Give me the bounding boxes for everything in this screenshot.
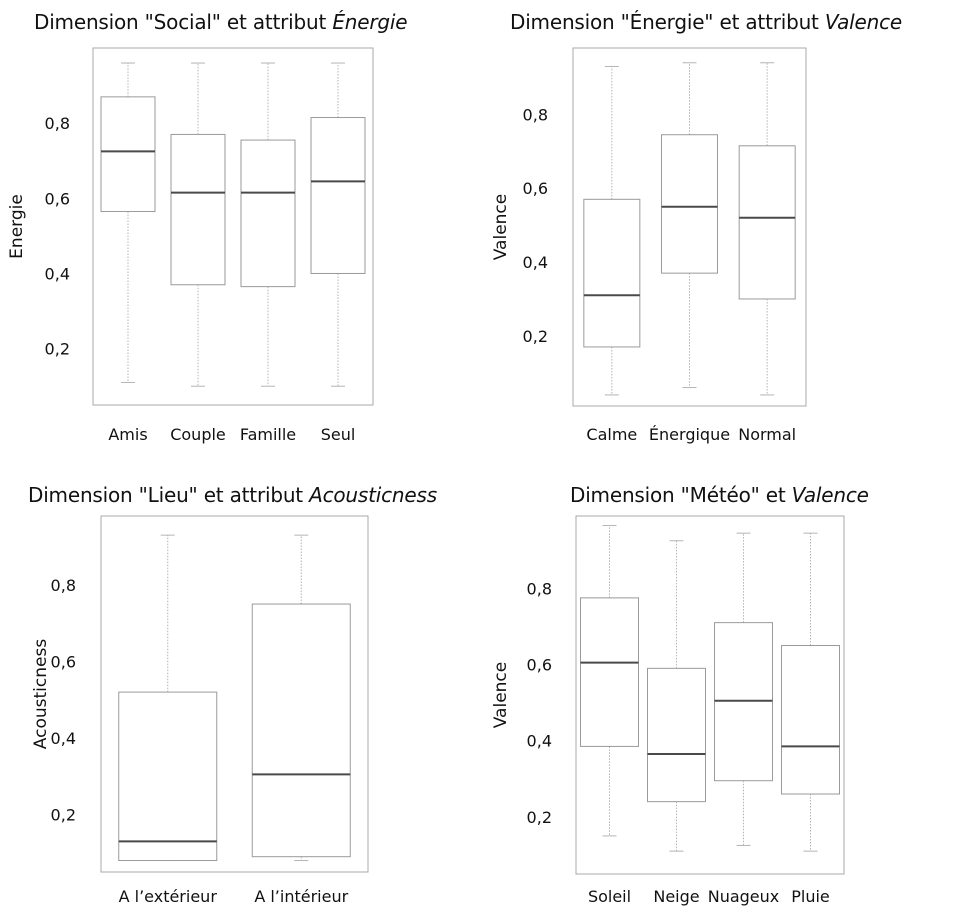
- chart-title-text: Dimension "Énergie" et attribut: [510, 10, 825, 34]
- x-category-label: Calme: [586, 425, 637, 444]
- x-category-label: Couple: [170, 425, 226, 444]
- y-tick-label: 0,2: [523, 327, 548, 346]
- y-tick-label: 0,6: [51, 652, 76, 671]
- x-category-label: Énergique: [649, 425, 730, 444]
- x-category-label: Normal: [738, 425, 796, 444]
- iqr-box: [100, 96, 156, 212]
- box-calme: [583, 65, 641, 396]
- y-tick-label: 0,2: [45, 340, 70, 359]
- x-category-label: Soleil: [588, 887, 631, 906]
- box-famille: [240, 62, 296, 387]
- plot-frame: [100, 515, 369, 873]
- iqr-box: [118, 691, 218, 862]
- y-axis-label: Valence: [491, 194, 511, 261]
- y-tick-label: 0,4: [527, 732, 552, 751]
- box-a-l-extérieur: [118, 534, 218, 862]
- chart-title-attribute: Valence: [791, 483, 869, 507]
- y-tick-label: 0,2: [527, 808, 552, 827]
- chart-title: Dimension "Lieu" et attribut Acousticnes…: [28, 483, 437, 507]
- chart-title: Dimension "Énergie" et attribut Valence: [510, 10, 902, 34]
- y-tick-label: 0,2: [51, 806, 76, 825]
- box-soleil: [580, 525, 639, 837]
- x-category-label: Neige: [653, 887, 699, 906]
- iqr-box: [310, 117, 366, 274]
- chart-title: Dimension "Social" et attribut Énergie: [34, 10, 408, 34]
- plot-frame: [572, 47, 807, 407]
- iqr-box: [781, 644, 840, 795]
- box-nuageux: [714, 532, 773, 846]
- box-seul: [310, 62, 366, 387]
- y-tick-label: 0,4: [523, 253, 548, 272]
- chart-title-attribute: Acousticness: [309, 483, 437, 507]
- x-category-label: Nuageux: [708, 887, 780, 906]
- x-category-label: Amis: [108, 425, 147, 444]
- box-couple: [170, 62, 226, 387]
- x-category-label: Seul: [321, 425, 356, 444]
- y-axis-label: Valence: [491, 662, 511, 729]
- x-category-label: A l’intérieur: [254, 887, 348, 906]
- chart-title-text: Dimension "Social" et attribut: [34, 10, 333, 34]
- plot-frame: [92, 47, 374, 406]
- x-category-label: Pluie: [791, 887, 830, 906]
- y-tick-label: 0,6: [527, 656, 552, 675]
- chart-title-text: Dimension "Lieu" et attribut: [28, 483, 310, 507]
- chart-title: Dimension "Météo" et Valence: [570, 483, 869, 507]
- y-tick-label: 0,8: [45, 114, 70, 133]
- y-tick-label: 0,6: [45, 189, 70, 208]
- iqr-box: [583, 198, 641, 348]
- iqr-box: [251, 603, 351, 858]
- iqr-box: [580, 597, 639, 747]
- box-énergique: [661, 62, 718, 389]
- x-category-label: Famille: [240, 425, 296, 444]
- y-tick-label: 0,4: [45, 264, 70, 283]
- x-category-label: A l’extérieur: [119, 887, 218, 906]
- iqr-box: [661, 134, 718, 274]
- y-axis-label: Energie: [7, 194, 27, 259]
- iqr-box: [170, 133, 226, 286]
- chart-title-attribute: Valence: [824, 10, 902, 34]
- iqr-box: [647, 667, 706, 803]
- chart-title-text: Dimension "Météo" et: [570, 483, 792, 507]
- box-amis: [100, 62, 156, 383]
- box-normal: [738, 62, 796, 396]
- box-pluie: [781, 532, 840, 852]
- box-neige: [647, 540, 706, 852]
- y-axis-label: Acousticness: [31, 639, 51, 750]
- y-tick-label: 0,6: [523, 179, 548, 198]
- plot-frame: [575, 515, 845, 875]
- y-tick-label: 0,8: [51, 576, 76, 595]
- y-tick-label: 0,8: [523, 105, 548, 124]
- y-tick-label: 0,8: [527, 579, 552, 598]
- iqr-box: [738, 145, 796, 300]
- chart-title-attribute: Énergie: [332, 10, 408, 34]
- y-tick-label: 0,4: [51, 729, 76, 748]
- iqr-box: [240, 139, 296, 288]
- box-a-l-intérieur: [251, 534, 351, 862]
